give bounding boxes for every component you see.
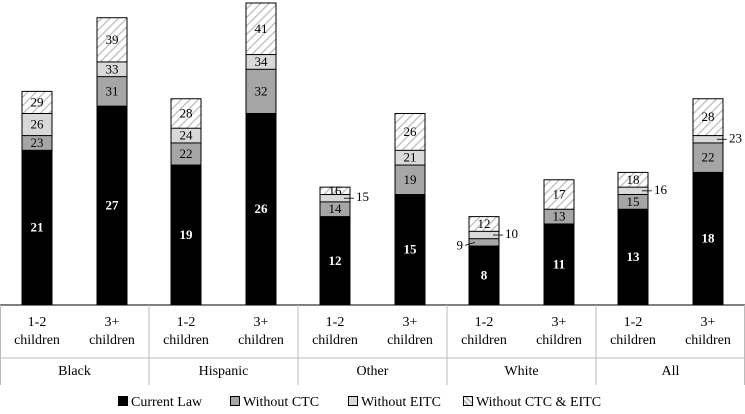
- legend-label: Without CTC & EITC: [476, 395, 602, 410]
- leader-line: [464, 242, 476, 246]
- group-label: Hispanic: [198, 364, 249, 379]
- legend-item: Without EITC: [348, 395, 441, 411]
- data-label: 26: [404, 124, 418, 139]
- legend-label: Without CTC: [243, 395, 320, 410]
- group-label: Other: [356, 364, 389, 379]
- data-label: 22: [702, 150, 715, 165]
- data-label: 13: [553, 209, 566, 224]
- data-label: 14: [329, 201, 343, 216]
- bar: [96, 105, 128, 306]
- data-label: 33: [106, 61, 119, 76]
- group-label: Black: [58, 364, 91, 379]
- x-tick-label: 3+ children: [238, 315, 284, 348]
- x-tick-label: 1-2 children: [14, 315, 60, 348]
- data-label: 22: [180, 146, 193, 161]
- data-label: 15: [404, 242, 418, 257]
- data-label: 18: [627, 172, 640, 187]
- data-label: 21: [404, 150, 417, 165]
- group-label: White: [504, 364, 539, 379]
- data-label: 12: [329, 253, 342, 268]
- legend-item: Current Law: [118, 395, 202, 411]
- data-label: 19: [404, 172, 417, 187]
- legend-swatch: [118, 396, 128, 406]
- data-label: 11: [553, 256, 565, 271]
- bar: [245, 112, 277, 306]
- data-label: 28: [702, 109, 715, 124]
- x-tick-label: 3+ children: [387, 315, 433, 348]
- data-label: 15: [627, 194, 640, 209]
- data-label: 17: [553, 186, 567, 201]
- group-label: All: [661, 364, 680, 379]
- legend-label: Without EITC: [361, 395, 441, 410]
- x-tick-label: 1-2 children: [461, 315, 507, 348]
- bar: [543, 223, 575, 306]
- data-label: 16: [329, 183, 343, 198]
- data-label: 31: [106, 83, 119, 98]
- x-tick-label: 3+ children: [89, 315, 135, 348]
- data-label: 34: [255, 54, 269, 69]
- data-label: 21: [31, 220, 44, 235]
- legend-label: Current Law: [131, 395, 203, 410]
- x-tick-label: 3+ children: [685, 315, 731, 348]
- data-label: 41: [255, 21, 268, 36]
- data-label: 28: [180, 105, 193, 120]
- legend-swatch: [230, 396, 240, 406]
- data-label: 24: [180, 128, 194, 143]
- data-label: 23: [31, 135, 44, 150]
- data-label: 13: [627, 249, 641, 264]
- bar: [692, 171, 724, 306]
- legend-swatch: [463, 396, 473, 406]
- data-label: 15: [356, 189, 369, 204]
- data-label: 26: [31, 117, 45, 132]
- x-tick-label: 1-2 children: [312, 315, 358, 348]
- data-label: 19: [180, 227, 194, 242]
- data-label: 9: [457, 237, 464, 252]
- data-label: 26: [255, 201, 269, 216]
- data-label: 27: [106, 198, 120, 213]
- data-label: 10: [505, 226, 518, 241]
- data-label: 18: [702, 231, 716, 246]
- legend-item: Without CTC & EITC: [463, 395, 601, 411]
- x-tick-label: 3+ children: [536, 315, 582, 348]
- legend-swatch: [348, 396, 358, 406]
- data-label: 23: [729, 130, 742, 145]
- legend-item: Without CTC: [230, 395, 319, 411]
- data-label: 8: [481, 268, 488, 283]
- data-label: 16: [654, 182, 668, 197]
- data-label: 32: [255, 83, 268, 98]
- data-label: 39: [106, 32, 119, 47]
- x-tick-label: 1-2 children: [610, 315, 656, 348]
- data-label: 12: [478, 216, 491, 231]
- x-tick-label: 1-2 children: [163, 315, 209, 348]
- data-label: 29: [31, 94, 44, 109]
- bar: [21, 149, 53, 306]
- bar: [468, 245, 500, 306]
